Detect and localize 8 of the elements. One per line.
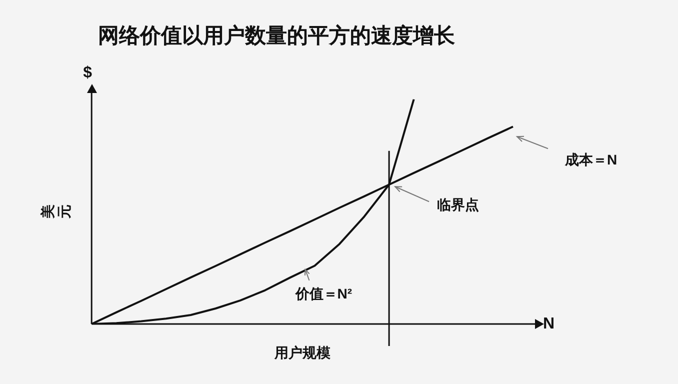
text: $ xyxy=(83,64,92,82)
series-label: 价值＝N² xyxy=(294,285,352,302)
text: 成本＝N xyxy=(564,151,618,168)
annotation: 临界点 xyxy=(437,196,480,212)
chart-title: 网络价值以用户数量的平方的速度增长 xyxy=(98,23,456,48)
x-axis-title: 用户规模 xyxy=(273,344,332,360)
text: N xyxy=(543,315,555,332)
y-axis-title: 美元 xyxy=(39,204,72,220)
